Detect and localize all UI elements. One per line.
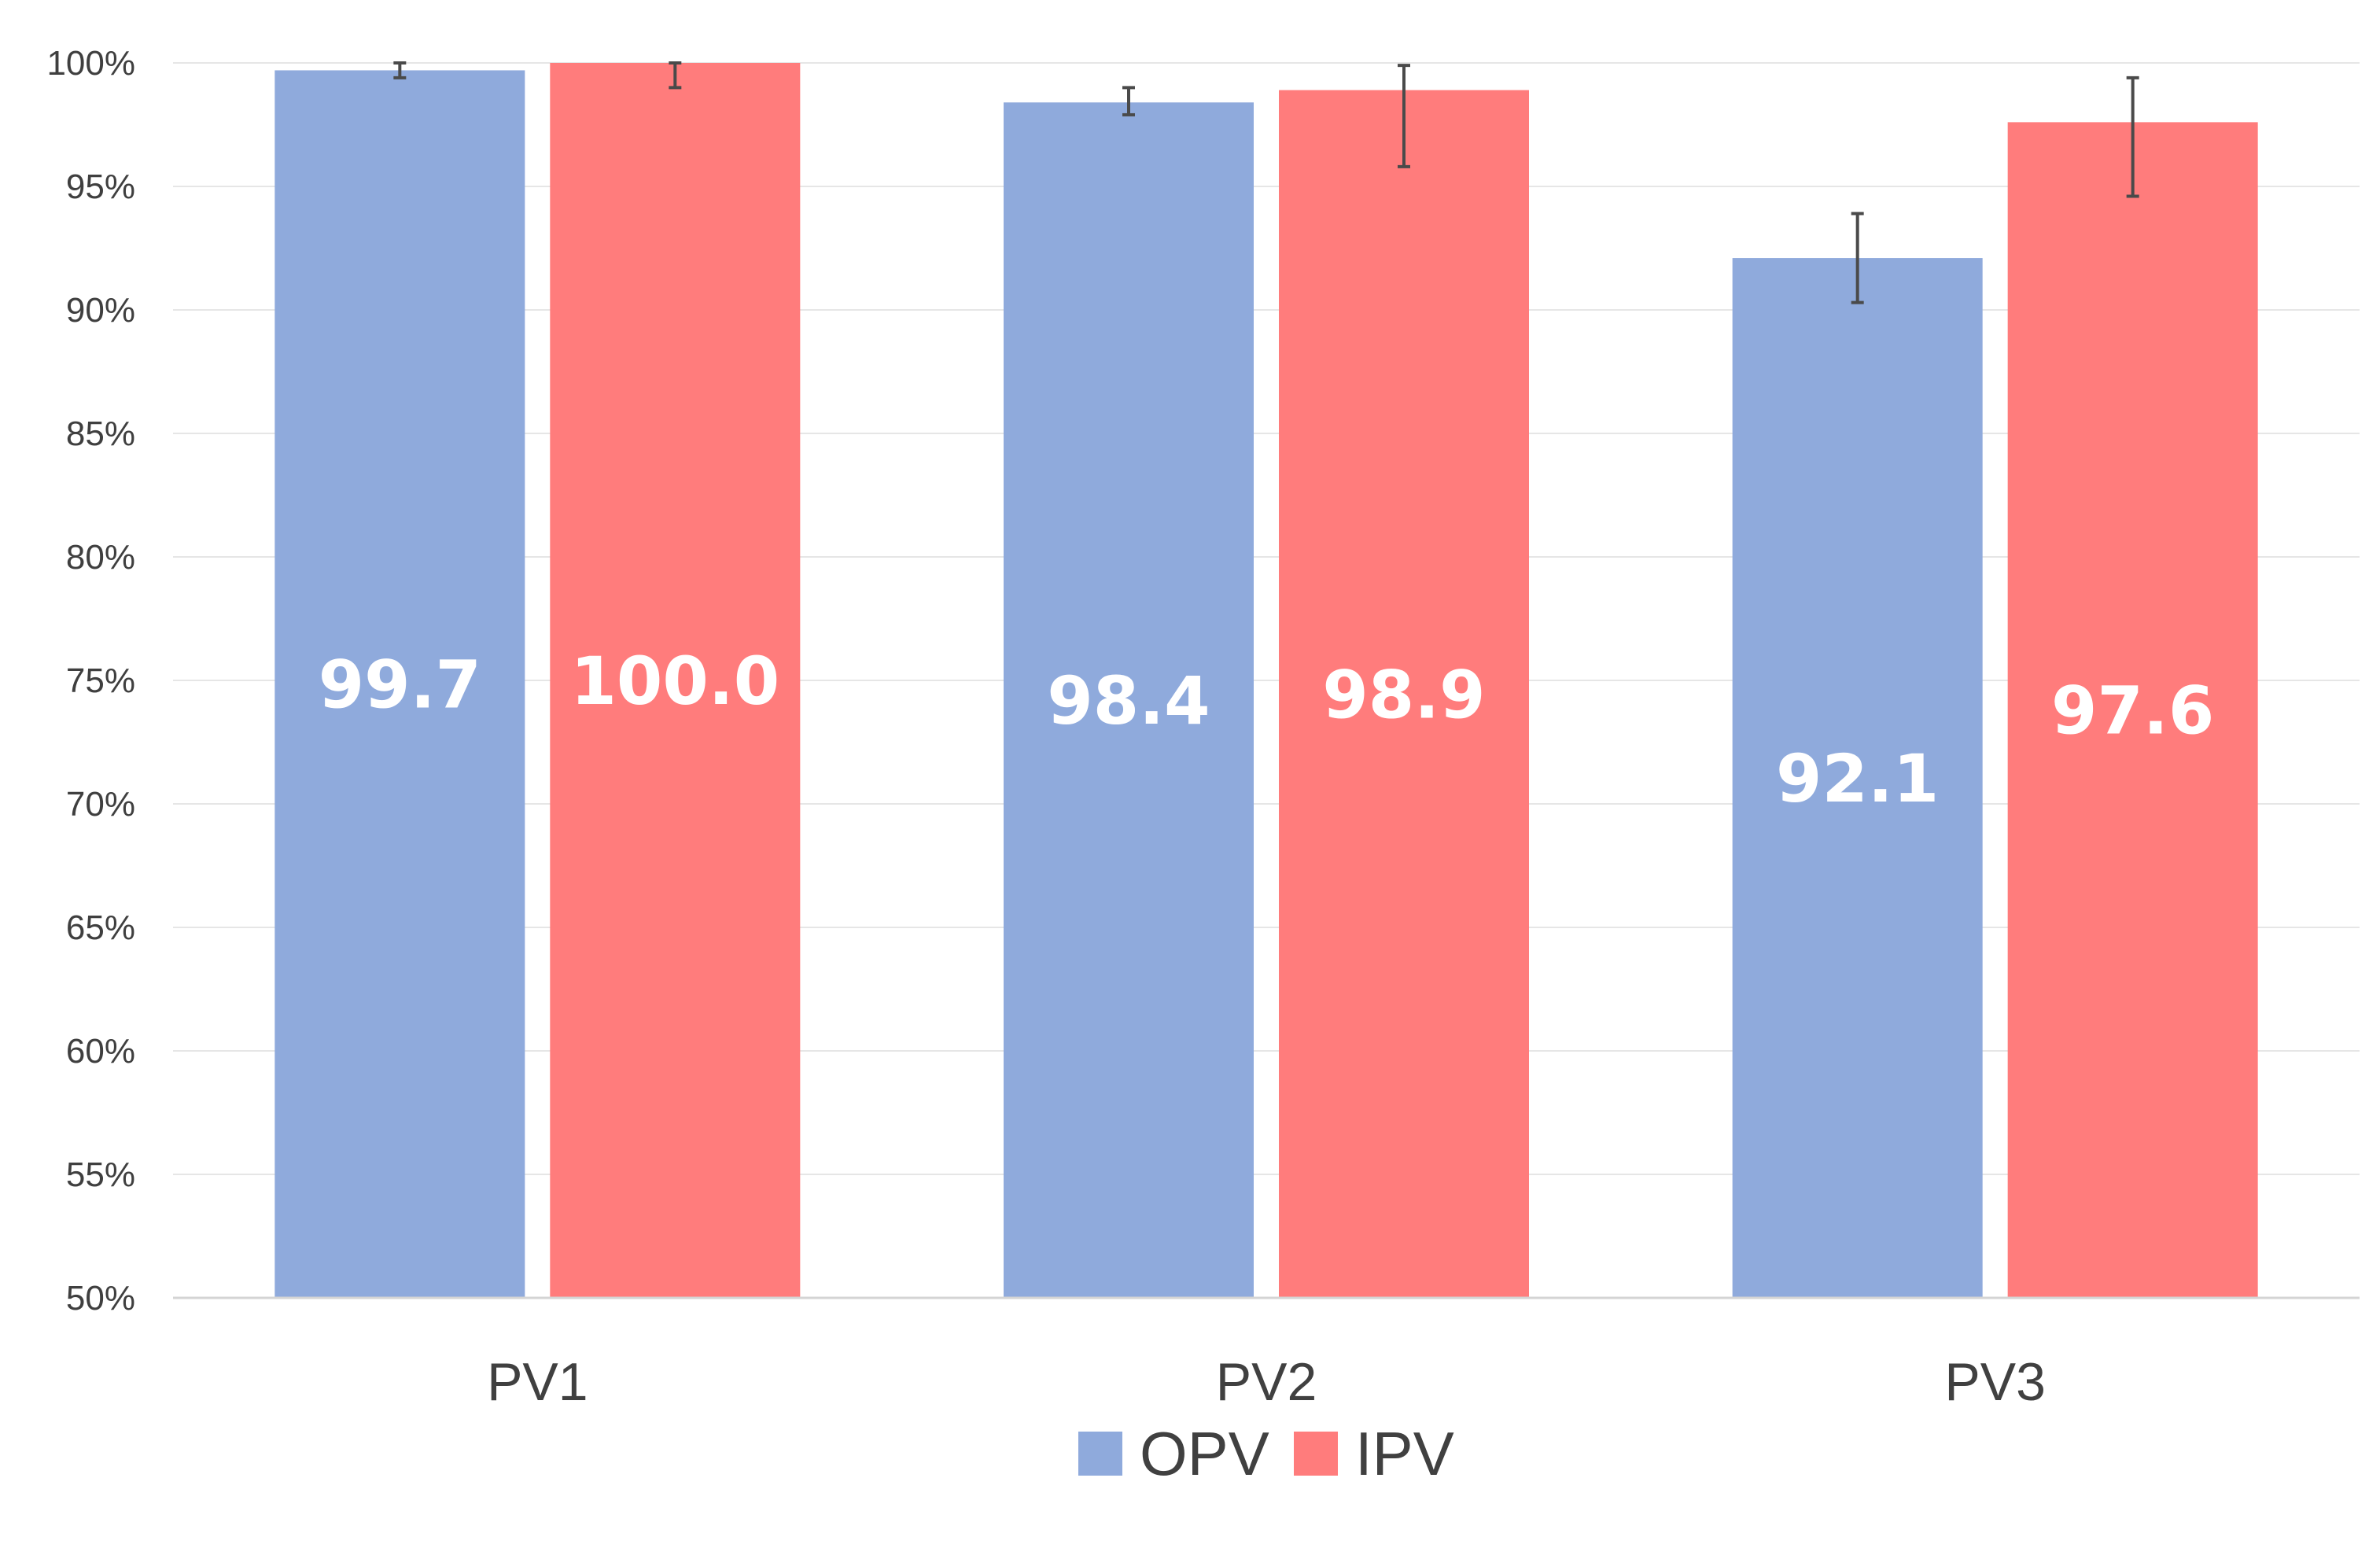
y-tick-label: 85% [66,415,135,453]
y-tick-label: 80% [66,538,135,577]
data-label-opv-pv1: 99.7 [319,647,481,724]
error-bar-opv-pv1 [393,61,407,79]
bar-opv-pv3 [1732,258,1983,1298]
y-tick-label: 65% [66,909,135,947]
axis-layer: 50% 55% 60% 65% 70% 75% 80% 85% 90% 95% 100% PV1 PV2… [46,44,2360,1412]
y-tick-label: 70% [66,785,135,824]
data-label-ipv-pv1: 100.0 [570,643,779,720]
y-tick-label: 100% [46,44,135,83]
bar-ipv-pv3 [2007,122,2258,1299]
legend-label-ipv: IPV [1355,1419,1454,1488]
error-bar-opv-pv2 [1122,86,1135,116]
y-tick-label: 75% [66,662,135,700]
error-bar-ipv-pv1 [669,61,682,90]
legend-item-opv: OPV [1078,1419,1269,1488]
bar-ipv-pv2 [1279,90,1529,1298]
error-bar-ipv-pv3 [2126,76,2139,198]
data-label-opv-pv2: 98.4 [1047,662,1210,739]
x-tick-label-pv1: PV1 [487,1352,588,1412]
grid-layer [173,62,2360,1175]
x-tick-label-pv2: PV2 [1216,1352,1317,1412]
legend-item-ipv: IPV [1294,1419,1454,1488]
y-tick-label: 90% [66,291,135,330]
bar-opv-pv1 [274,70,525,1298]
error-bar-layer [393,61,2139,304]
error-bar-ipv-pv2 [1398,64,1410,168]
y-tick-label: 95% [66,168,135,206]
legend-swatch-opv [1078,1432,1122,1476]
legend-label-opv: OPV [1140,1419,1269,1488]
y-tick-label: 50% [66,1279,135,1318]
x-tick-label-pv3: PV3 [1944,1352,2046,1412]
y-tick-label: 60% [66,1032,135,1071]
bar-ipv-pv1 [550,63,801,1298]
bar-opv-pv2 [1004,102,1254,1299]
data-label-ipv-pv3: 97.6 [2051,673,2214,750]
data-label-opv-pv3: 92.1 [1776,740,1939,817]
y-tick-label: 55% [66,1155,135,1194]
data-label-ipv-pv2: 98.9 [1322,656,1485,733]
legend-swatch-ipv [1294,1432,1338,1476]
bar-layer [274,63,2258,1299]
data-label-layer: 99.7 100.0 98.4 98.9 92.1 97.6 [319,643,2215,817]
error-bar-opv-pv3 [1851,212,1864,304]
legend: OPV IPV [1078,1419,1454,1488]
